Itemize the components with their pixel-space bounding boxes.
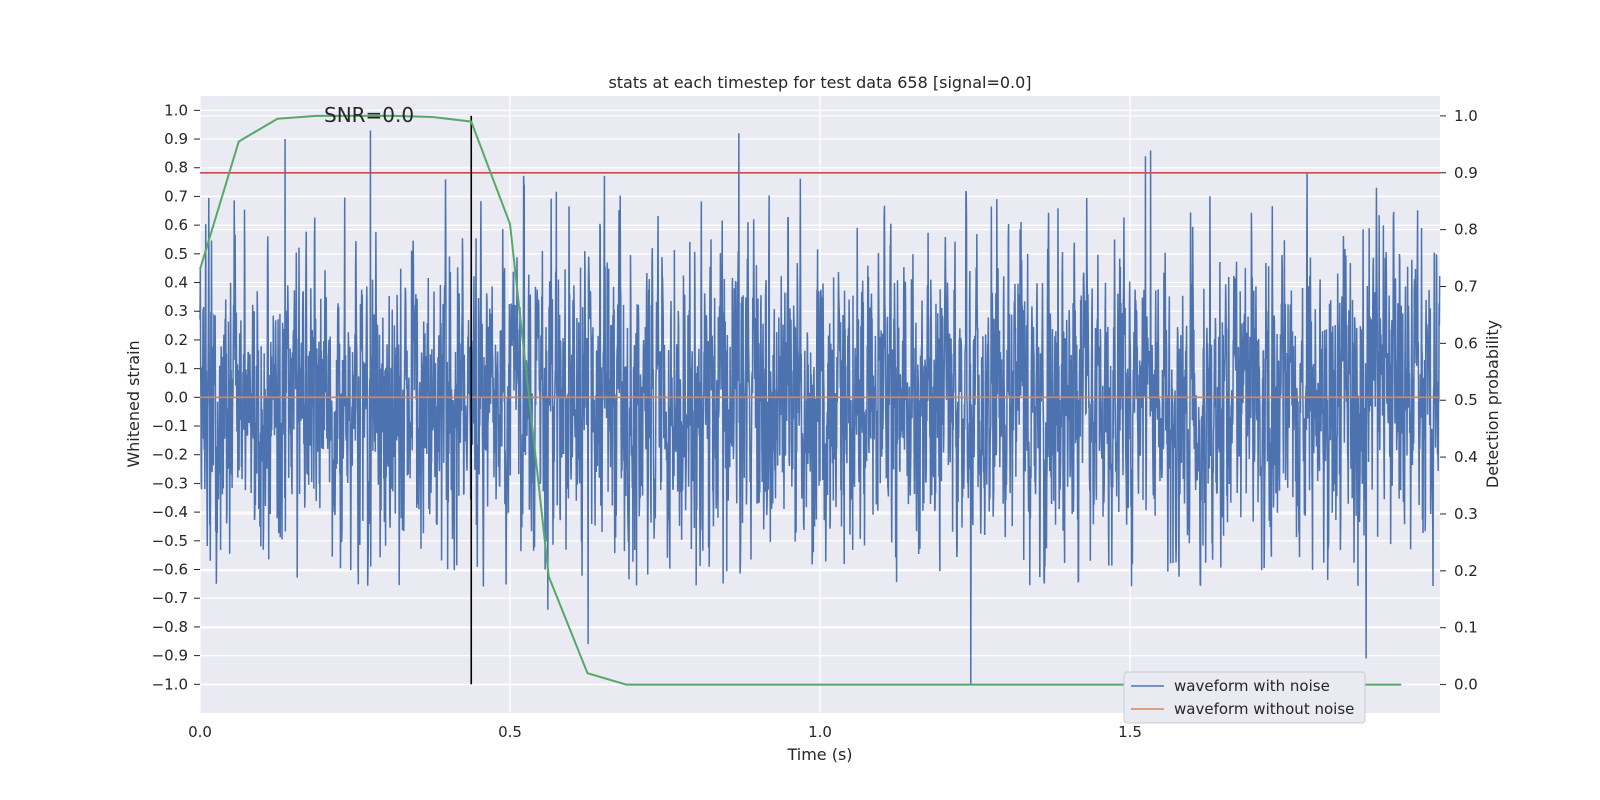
x-axis-ticks: 0.0 0.5 1.0 1.5 [188,723,1142,741]
y-tick-label: 0.3 [164,302,188,320]
legend-box [1123,671,1366,724]
y-tick-label: 0.6 [164,216,188,234]
y-tick-label: −0.4 [152,503,188,521]
y-tick-label: −0.8 [152,618,188,636]
x-tick-label: 0.5 [498,723,522,741]
y-axis-ticks: 1.0 0.9 0.8 0.7 0.6 0.5 0.4 0.3 0.2 0.1 0.0 −0.1 −0.… [152,101,200,693]
snr-annotation: SNR=0.0 [324,103,414,127]
y-tick-label: 0.0 [164,388,188,406]
y2-tick-label: 0.1 [1454,619,1478,637]
legend-label-clean: waveform without noise [1174,700,1354,718]
y-axis-label: Whitened strain [124,340,143,467]
y-tick-label: −0.3 [152,474,188,492]
y-tick-label: 0.8 [164,159,188,177]
x-axis-label: Time (s) [786,745,852,764]
y-tick-label: 0.4 [164,274,188,292]
y-tick-label: 0.2 [164,331,188,349]
y2-tick-label: 0.3 [1454,505,1478,523]
y2-tick-label: 0.7 [1454,278,1478,296]
y-tick-label: −0.7 [152,589,188,607]
y2-tick-label: 0.5 [1454,391,1478,409]
y2-tick-label: 0.6 [1454,334,1478,352]
y2-tick-label: 0.8 [1454,221,1478,239]
x-tick-label: 0.0 [188,723,212,741]
y-tick-label: −0.6 [152,561,188,579]
y2-axis-label: Detection probability [1483,320,1502,488]
chart-title: stats at each timestep for test data 658… [608,73,1031,92]
y2-axis-ticks: 1.0 0.9 0.8 0.7 0.6 0.5 0.4 0.3 0.2 0.1 0.0 [1440,107,1478,694]
y2-tick-label: 0.9 [1454,164,1478,182]
y-tick-label: −0.9 [152,647,188,665]
y-tick-label: −0.5 [152,532,188,550]
y-tick-label: 0.1 [164,360,188,378]
y-tick-label: 1.0 [164,101,188,119]
x-tick-label: 1.5 [1118,723,1142,741]
y2-tick-label: 0.4 [1454,448,1478,466]
y-tick-label: −1.0 [152,675,188,693]
y2-tick-label: 0.0 [1454,676,1478,694]
y2-tick-label: 1.0 [1454,107,1478,125]
y-tick-label: 0.5 [164,245,188,263]
y2-tick-label: 0.2 [1454,562,1478,580]
x-tick-label: 1.0 [808,723,832,741]
y-tick-label: 0.7 [164,187,188,205]
y-tick-label: 0.9 [164,130,188,148]
legend-label-noise: waveform with noise [1174,677,1330,695]
y-tick-label: −0.2 [152,446,188,464]
y-tick-label: −0.1 [152,417,188,435]
series-waveform-with-noise [199,130,1441,685]
legend: waveform with noise waveform without noi… [1123,671,1366,724]
